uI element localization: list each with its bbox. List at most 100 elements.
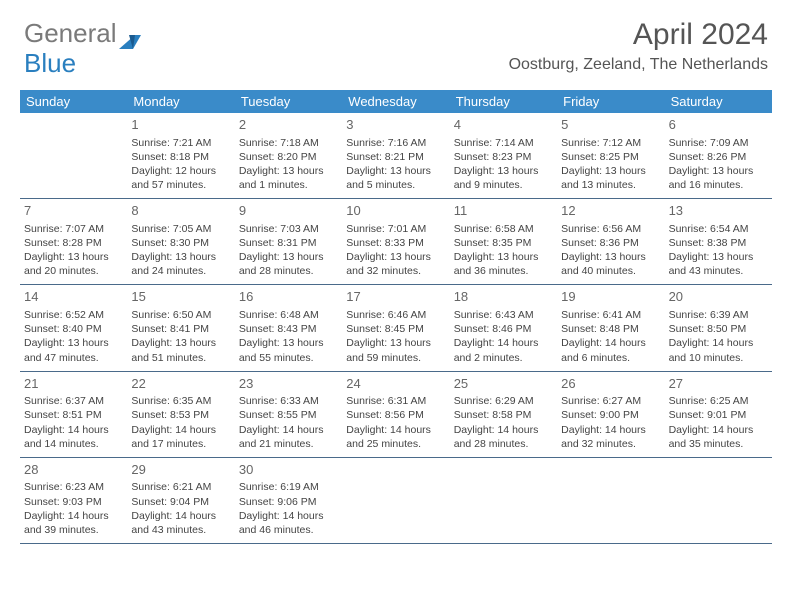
day-info-line: Daylight: 14 hours: [239, 423, 338, 437]
day-info-line: Daylight: 13 hours: [561, 164, 660, 178]
day-info-line: and 24 minutes.: [131, 264, 230, 278]
day-info-line: Daylight: 12 hours: [131, 164, 230, 178]
day-number: 19: [561, 288, 660, 306]
day-cell: 29Sunrise: 6:21 AMSunset: 9:04 PMDayligh…: [127, 458, 234, 543]
day-info-line: and 43 minutes.: [131, 523, 230, 537]
day-info-line: Daylight: 13 hours: [669, 164, 768, 178]
day-cell: 30Sunrise: 6:19 AMSunset: 9:06 PMDayligh…: [235, 458, 342, 543]
day-info-line: Sunset: 8:41 PM: [131, 322, 230, 336]
day-info-line: and 59 minutes.: [346, 351, 445, 365]
day-info-line: and 5 minutes.: [346, 178, 445, 192]
day-number: 24: [346, 375, 445, 393]
day-info-line: Sunset: 8:45 PM: [346, 322, 445, 336]
day-info-line: Daylight: 14 hours: [669, 336, 768, 350]
day-info-line: Daylight: 13 hours: [346, 164, 445, 178]
day-info-line: and 57 minutes.: [131, 178, 230, 192]
weekday-label: Friday: [557, 90, 664, 113]
day-info-line: Sunset: 8:36 PM: [561, 236, 660, 250]
week-row: 28Sunrise: 6:23 AMSunset: 9:03 PMDayligh…: [20, 458, 772, 544]
day-info-line: and 39 minutes.: [24, 523, 123, 537]
day-info-line: Sunset: 8:53 PM: [131, 408, 230, 422]
day-info-line: Sunrise: 6:19 AM: [239, 480, 338, 494]
title-block: April 2024 Oostburg, Zeeland, The Nether…: [509, 18, 768, 74]
day-cell: [450, 458, 557, 543]
day-cell: 26Sunrise: 6:27 AMSunset: 9:00 PMDayligh…: [557, 372, 664, 457]
day-info-line: Sunset: 8:51 PM: [24, 408, 123, 422]
day-info-line: Sunrise: 6:35 AM: [131, 394, 230, 408]
day-info-line: Daylight: 14 hours: [454, 336, 553, 350]
day-cell: 28Sunrise: 6:23 AMSunset: 9:03 PMDayligh…: [20, 458, 127, 543]
day-info-line: Sunrise: 7:05 AM: [131, 222, 230, 236]
day-info-line: Sunset: 8:58 PM: [454, 408, 553, 422]
day-cell: 6Sunrise: 7:09 AMSunset: 8:26 PMDaylight…: [665, 113, 772, 198]
day-number: 17: [346, 288, 445, 306]
day-number: 13: [669, 202, 768, 220]
weekday-label: Monday: [127, 90, 234, 113]
day-info-line: Sunrise: 6:41 AM: [561, 308, 660, 322]
day-info-line: Sunrise: 7:12 AM: [561, 136, 660, 150]
day-info-line: Daylight: 13 hours: [131, 250, 230, 264]
day-cell: 19Sunrise: 6:41 AMSunset: 8:48 PMDayligh…: [557, 285, 664, 370]
weekday-label: Tuesday: [235, 90, 342, 113]
day-info-line: Sunset: 8:33 PM: [346, 236, 445, 250]
day-cell: 17Sunrise: 6:46 AMSunset: 8:45 PMDayligh…: [342, 285, 449, 370]
day-info-line: Sunrise: 6:58 AM: [454, 222, 553, 236]
day-cell: 23Sunrise: 6:33 AMSunset: 8:55 PMDayligh…: [235, 372, 342, 457]
day-info-line: Daylight: 13 hours: [561, 250, 660, 264]
day-number: 27: [669, 375, 768, 393]
day-info-line: and 20 minutes.: [24, 264, 123, 278]
day-number: 8: [131, 202, 230, 220]
week-row: 14Sunrise: 6:52 AMSunset: 8:40 PMDayligh…: [20, 285, 772, 371]
day-info-line: and 35 minutes.: [669, 437, 768, 451]
day-info-line: Sunrise: 7:09 AM: [669, 136, 768, 150]
day-info-line: Daylight: 14 hours: [131, 509, 230, 523]
day-info-line: Sunrise: 6:37 AM: [24, 394, 123, 408]
day-number: 25: [454, 375, 553, 393]
day-info-line: Daylight: 14 hours: [131, 423, 230, 437]
day-info-line: Sunset: 9:03 PM: [24, 495, 123, 509]
day-info-line: Sunset: 8:26 PM: [669, 150, 768, 164]
day-info-line: Daylight: 14 hours: [561, 336, 660, 350]
day-info-line: Sunrise: 7:18 AM: [239, 136, 338, 150]
day-info-line: Daylight: 13 hours: [24, 336, 123, 350]
day-number: 16: [239, 288, 338, 306]
day-cell: 7Sunrise: 7:07 AMSunset: 8:28 PMDaylight…: [20, 199, 127, 284]
day-info-line: Sunset: 8:40 PM: [24, 322, 123, 336]
day-info-line: Sunset: 8:20 PM: [239, 150, 338, 164]
day-info-line: Sunrise: 6:31 AM: [346, 394, 445, 408]
day-info-line: and 25 minutes.: [346, 437, 445, 451]
logo-text-gray: General: [24, 18, 117, 49]
day-info-line: Sunrise: 6:33 AM: [239, 394, 338, 408]
day-info-line: and 28 minutes.: [454, 437, 553, 451]
month-title: April 2024: [509, 18, 768, 52]
weekday-label: Thursday: [450, 90, 557, 113]
day-info-line: Sunset: 9:06 PM: [239, 495, 338, 509]
weekday-label: Sunday: [20, 90, 127, 113]
day-cell: 14Sunrise: 6:52 AMSunset: 8:40 PMDayligh…: [20, 285, 127, 370]
day-info-line: Daylight: 14 hours: [239, 509, 338, 523]
day-info-line: and 51 minutes.: [131, 351, 230, 365]
day-info-line: and 46 minutes.: [239, 523, 338, 537]
day-info-line: Daylight: 13 hours: [239, 164, 338, 178]
day-cell: 11Sunrise: 6:58 AMSunset: 8:35 PMDayligh…: [450, 199, 557, 284]
day-number: 18: [454, 288, 553, 306]
day-number: 4: [454, 116, 553, 134]
day-info-line: Sunset: 8:46 PM: [454, 322, 553, 336]
day-info-line: Sunrise: 6:48 AM: [239, 308, 338, 322]
day-number: 2: [239, 116, 338, 134]
day-info-line: Daylight: 13 hours: [24, 250, 123, 264]
day-cell: [665, 458, 772, 543]
day-cell: 5Sunrise: 7:12 AMSunset: 8:25 PMDaylight…: [557, 113, 664, 198]
day-cell: 2 Sunrise: 7:18 AMSunset: 8:20 PMDaylight…: [235, 113, 342, 198]
day-info-line: and 47 minutes.: [24, 351, 123, 365]
day-info-line: Daylight: 14 hours: [561, 423, 660, 437]
day-cell: 15Sunrise: 6:50 AMSunset: 8:41 PMDayligh…: [127, 285, 234, 370]
day-info-line: Sunset: 8:28 PM: [24, 236, 123, 250]
day-cell: 21Sunrise: 6:37 AMSunset: 8:51 PMDayligh…: [20, 372, 127, 457]
day-number: 14: [24, 288, 123, 306]
day-cell: 24Sunrise: 6:31 AMSunset: 8:56 PMDayligh…: [342, 372, 449, 457]
day-cell: 13Sunrise: 6:54 AMSunset: 8:38 PMDayligh…: [665, 199, 772, 284]
day-info-line: Sunrise: 6:25 AM: [669, 394, 768, 408]
day-info-line: Daylight: 13 hours: [346, 250, 445, 264]
day-info-line: Daylight: 13 hours: [131, 336, 230, 350]
